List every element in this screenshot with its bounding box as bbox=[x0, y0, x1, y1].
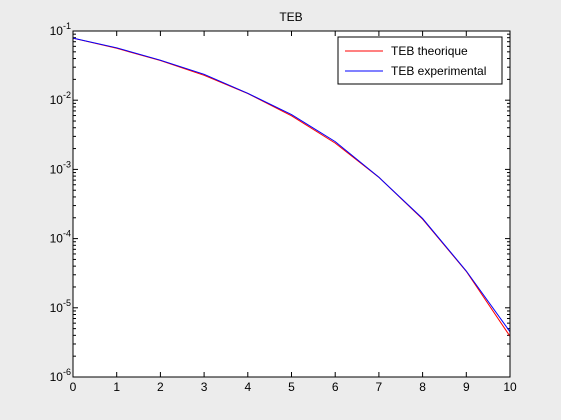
x-tick-label: 6 bbox=[332, 380, 339, 394]
x-tick-label: 0 bbox=[70, 380, 77, 394]
y-tick-label: 10-5 bbox=[50, 298, 71, 315]
x-tick-label: 2 bbox=[157, 380, 164, 394]
x-tick-label: 3 bbox=[201, 380, 208, 394]
legend: TEB theorique TEB experimental bbox=[337, 36, 503, 85]
y-tick-label: 10-1 bbox=[50, 21, 71, 38]
plot-frame bbox=[72, 30, 511, 378]
x-tick-label: 9 bbox=[463, 380, 470, 394]
series-line-1 bbox=[72, 37, 511, 333]
x-tick-label: 7 bbox=[376, 380, 383, 394]
legend-label-experimental: TEB experimental bbox=[391, 64, 486, 78]
y-tick-label: 10-2 bbox=[50, 90, 71, 107]
y-tick-label: 10-6 bbox=[50, 367, 71, 384]
plot-area bbox=[73, 31, 510, 377]
x-tick-label: 5 bbox=[288, 380, 295, 394]
x-tick-label: 10 bbox=[503, 380, 517, 394]
x-tick-label: 1 bbox=[113, 380, 120, 394]
x-tick-label: 8 bbox=[419, 380, 426, 394]
y-tick-label: 10-4 bbox=[50, 229, 71, 246]
chart-title: TEB bbox=[279, 10, 302, 24]
x-tick-label: 4 bbox=[244, 380, 251, 394]
legend-box bbox=[337, 36, 503, 85]
y-tick-label: 10-3 bbox=[50, 159, 71, 176]
legend-label-theorique: TEB theorique bbox=[391, 44, 468, 58]
series-group bbox=[72, 37, 511, 337]
